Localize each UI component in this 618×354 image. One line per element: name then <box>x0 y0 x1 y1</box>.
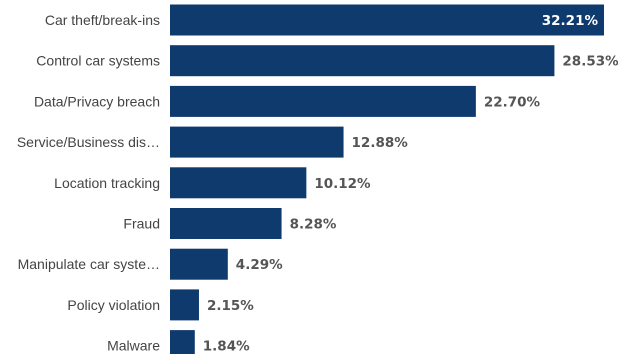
value-label: 12.88% <box>352 135 409 151</box>
category-label: Data/Privacy breach <box>34 93 160 109</box>
category-label: Policy violation <box>67 297 160 313</box>
bar <box>170 85 476 117</box>
category-label: Location tracking <box>54 175 160 191</box>
category-label: Fraud <box>123 216 160 232</box>
value-label: 1.84% <box>203 339 250 354</box>
value-label: 2.15% <box>207 298 254 314</box>
bar <box>170 45 555 77</box>
value-label: 32.21% <box>542 13 599 29</box>
category-label: Manipulate car syste… <box>18 256 160 272</box>
bar <box>170 126 344 158</box>
value-label: 10.12% <box>314 176 371 192</box>
category-label: Service/Business dis… <box>17 134 160 150</box>
value-label: 28.53% <box>562 54 618 70</box>
bar <box>170 330 195 354</box>
category-label: Control car systems <box>36 53 160 69</box>
bar <box>170 208 282 239</box>
category-label: Car theft/break-ins <box>45 12 160 28</box>
value-label: 4.29% <box>236 257 283 273</box>
value-label: 8.28% <box>290 217 337 233</box>
value-label: 22.70% <box>484 94 541 110</box>
bar <box>170 4 604 36</box>
category-label: Malware <box>107 338 160 354</box>
bar <box>170 289 199 321</box>
bar <box>170 167 307 199</box>
bar <box>170 248 228 280</box>
